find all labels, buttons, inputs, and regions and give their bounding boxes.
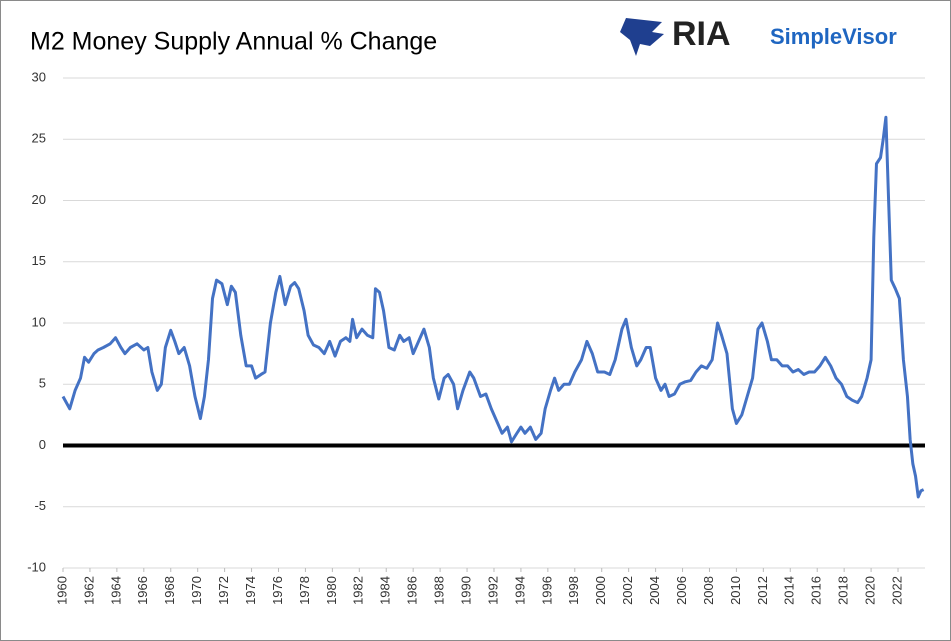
x-tick-label: 1982	[351, 576, 366, 605]
y-tick-label: -5	[34, 498, 46, 513]
logo-brand: RIA	[672, 15, 731, 53]
x-tick-label: 2012	[755, 576, 770, 605]
x-tick-label: 1992	[485, 576, 500, 605]
x-tick-label: 2002	[620, 576, 635, 605]
x-tick-label: 1998	[566, 576, 581, 605]
chart-title: M2 Money Supply Annual % Change	[30, 28, 437, 56]
x-tick-label: 2010	[728, 576, 743, 605]
x-tick-label: 2006	[674, 576, 689, 605]
x-tick-label: 1970	[189, 576, 204, 605]
x-tick-label: 1980	[324, 576, 339, 605]
x-tick-label: 1960	[54, 576, 69, 605]
x-tick-label: 2008	[701, 576, 716, 605]
x-tick-label: 1994	[512, 576, 527, 605]
x-tick-label: 1996	[539, 576, 554, 605]
x-tick-label: 2014	[782, 576, 797, 605]
logo-product: SimpleVisor	[770, 24, 897, 49]
logo: RIA SimpleVisor	[620, 15, 897, 56]
x-tick-label: 2018	[836, 576, 851, 605]
y-tick-label: 5	[39, 376, 46, 391]
x-tick-label: 1978	[297, 576, 312, 605]
x-tick-label: 1968	[162, 576, 177, 605]
x-tick-label: 1974	[243, 576, 258, 605]
y-tick-label: 15	[32, 253, 46, 268]
y-tick-label: 10	[32, 314, 46, 329]
line-series	[61, 115, 925, 499]
y-tick-label: 25	[32, 131, 46, 146]
x-tick-label: 2000	[593, 576, 608, 605]
x-tick-label: 2020	[863, 576, 878, 605]
x-tick-label: 1962	[81, 576, 96, 605]
y-tick-label: 30	[32, 69, 46, 84]
x-tick-label: 1988	[432, 576, 447, 605]
y-tick-label: -10	[27, 559, 46, 574]
y-tick-label: 0	[39, 437, 46, 452]
x-tick-label: 1972	[216, 576, 231, 605]
x-tick-label: 1984	[378, 576, 393, 605]
x-tick-label: 1964	[108, 576, 123, 605]
x-tick-label: 2022	[889, 576, 904, 605]
logo-icon	[620, 18, 664, 56]
x-tick-label: 1966	[135, 576, 150, 605]
x-tick-label: 2016	[809, 576, 824, 605]
y-tick-label: 20	[32, 192, 46, 207]
x-tick-label: 2004	[647, 576, 662, 605]
x-tick-label: 1986	[405, 576, 420, 605]
x-tick-label: 1990	[458, 576, 473, 605]
x-tick-label: 1976	[270, 576, 285, 605]
